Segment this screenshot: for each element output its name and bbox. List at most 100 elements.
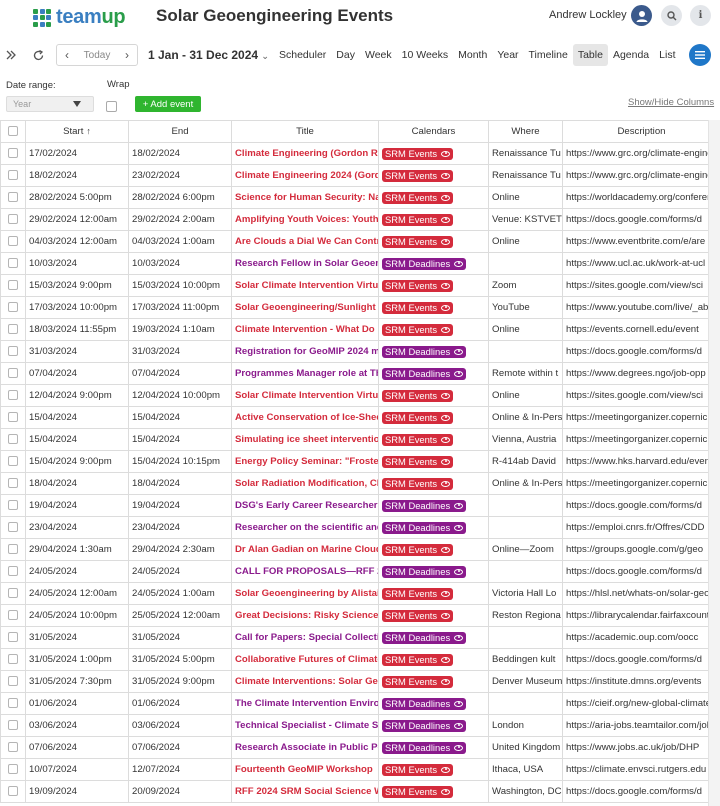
calendar-badge[interactable]: SRM Deadlines [382, 741, 467, 754]
row-checkbox[interactable] [8, 764, 18, 775]
row-checkbox[interactable] [8, 170, 18, 181]
search-icon[interactable] [661, 5, 682, 26]
column-header-title[interactable]: Title [231, 120, 379, 143]
cell-title[interactable]: Research Fellow in Solar Geoengineering [231, 252, 379, 275]
cell-title[interactable]: Active Conservation of Ice-Sheets [231, 406, 379, 429]
tab-month[interactable]: Month [458, 49, 488, 61]
table-row[interactable]: 19/04/2024 19/04/2024 DSG's Early Career R… [0, 494, 720, 517]
tab-day[interactable]: Day [336, 49, 355, 61]
cell-title[interactable]: The Climate Intervention Environment [231, 692, 379, 715]
tab-table[interactable]: Table [572, 44, 608, 66]
cell-title[interactable]: Climate Intervention - What Do [231, 318, 379, 341]
row-checkbox[interactable] [8, 610, 18, 621]
row-checkbox[interactable] [8, 302, 18, 313]
select-all-checkbox[interactable] [8, 126, 18, 137]
row-checkbox[interactable] [8, 456, 18, 467]
row-checkbox[interactable] [8, 566, 18, 577]
column-header-description[interactable]: Description [562, 120, 720, 143]
row-checkbox[interactable] [8, 786, 18, 797]
cell-title[interactable]: RFF 2024 SRM Social Science Workshop [231, 780, 379, 803]
row-checkbox[interactable] [8, 632, 18, 643]
cell-title[interactable]: Registration for GeoMIP 2024 meeting [231, 340, 379, 363]
menu-icon[interactable] [689, 44, 711, 66]
row-checkbox[interactable] [8, 522, 18, 533]
row-checkbox[interactable] [8, 324, 18, 335]
tab-10-weeks[interactable]: 10 Weeks [401, 49, 449, 61]
row-checkbox[interactable] [8, 214, 18, 225]
calendar-badge[interactable]: SRM Events [382, 455, 454, 468]
table-row[interactable]: 31/03/2024 31/03/2024 Registration for Geo… [0, 340, 720, 363]
table-row[interactable]: 18/03/2024 11:55pm 19/03/2024 1:10am Clima… [0, 318, 720, 341]
cell-title[interactable]: Solar Geoengineering by Alistair [231, 582, 379, 605]
tab-timeline[interactable]: Timeline [528, 49, 568, 61]
calendar-badge[interactable]: SRM Deadlines [382, 719, 467, 732]
tab-list[interactable]: List [659, 49, 676, 61]
table-row[interactable]: 18/02/2024 23/02/2024 Climate Engineering … [0, 164, 720, 187]
table-row[interactable]: 31/05/2024 7:30pm 31/05/2024 9:00pm Climat… [0, 670, 720, 693]
teamup-logo[interactable]: teamup [33, 6, 126, 29]
show-hide-columns-link[interactable]: Show/Hide Columns [628, 97, 715, 108]
table-row[interactable]: 24/05/2024 12:00am 24/05/2024 1:00am Solar… [0, 582, 720, 605]
cell-title[interactable]: Are Clouds a Dial We Can Control [231, 230, 379, 253]
calendar-badge[interactable]: SRM Deadlines [382, 521, 467, 534]
calendar-badge[interactable]: SRM Events [382, 411, 454, 424]
next-icon[interactable]: › [125, 48, 129, 62]
calendar-badge[interactable]: SRM Deadlines [382, 565, 467, 578]
table-row[interactable]: 28/02/2024 5:00pm 28/02/2024 6:00pm Scienc… [0, 186, 720, 209]
cell-title[interactable]: Simulating ice sheet intervention [231, 428, 379, 451]
table-row[interactable]: 29/02/2024 12:00am 29/02/2024 2:00am Ampli… [0, 208, 720, 231]
table-row[interactable]: 15/04/2024 15/04/2024 Simulating ice sheet… [0, 428, 720, 451]
tab-agenda[interactable]: Agenda [612, 49, 650, 61]
column-header-start[interactable]: Start ↑ [25, 120, 129, 143]
refresh-icon[interactable] [30, 44, 46, 66]
table-row[interactable]: 17/02/2024 18/02/2024 Climate Engineering … [0, 142, 720, 165]
calendar-badge[interactable]: SRM Events [382, 433, 454, 446]
row-checkbox[interactable] [8, 676, 18, 687]
table-row[interactable]: 18/04/2024 18/04/2024 Solar Radiation Modi… [0, 472, 720, 495]
table-row[interactable]: 19/09/2024 20/09/2024 RFF 2024 SRM Social … [0, 780, 720, 803]
row-checkbox[interactable] [8, 478, 18, 489]
calendar-badge[interactable]: SRM Events [382, 301, 454, 314]
table-row[interactable]: 15/04/2024 15/04/2024 Active Conservation … [0, 406, 720, 429]
table-row[interactable]: 29/04/2024 1:30am 29/04/2024 2:30am Dr Ala… [0, 538, 720, 561]
collapse-sidebar-icon[interactable] [4, 44, 18, 66]
table-row[interactable]: 23/04/2024 23/04/2024 Researcher on the sc… [0, 516, 720, 539]
row-checkbox[interactable] [8, 412, 18, 423]
calendar-badge[interactable]: SRM Deadlines [382, 631, 467, 644]
today-button[interactable]: Today [83, 49, 111, 61]
calendar-badge[interactable]: SRM Deadlines [382, 697, 467, 710]
wrap-checkbox[interactable] [106, 101, 117, 112]
calendar-badge[interactable]: SRM Events [382, 477, 454, 490]
cell-title[interactable]: Amplifying Youth Voices: Youth [231, 208, 379, 231]
user-avatar-icon[interactable] [631, 5, 652, 26]
calendar-badge[interactable]: SRM Events [382, 609, 454, 622]
tab-week[interactable]: Week [364, 49, 392, 61]
column-header-calendars[interactable]: Calendars [378, 120, 489, 143]
calendar-badge[interactable]: SRM Deadlines [382, 499, 467, 512]
row-checkbox[interactable] [8, 720, 18, 731]
cell-title[interactable]: Solar Geoengineering/Sunlight [231, 296, 379, 319]
calendar-badge[interactable]: SRM Events [382, 763, 454, 776]
cell-title[interactable]: Research Associate in Public Policy [231, 736, 379, 759]
cell-title[interactable]: DSG's Early Career Researchers [231, 494, 379, 517]
table-row[interactable]: 15/03/2024 9:00pm 15/03/2024 10:00pm Solar… [0, 274, 720, 297]
calendar-badge[interactable]: SRM Events [382, 169, 454, 182]
calendar-badge[interactable]: SRM Events [382, 279, 454, 292]
cell-title[interactable]: Fourteenth GeoMIP Workshop [231, 758, 379, 781]
calendar-badge[interactable]: SRM Events [382, 785, 454, 798]
calendar-badge[interactable]: SRM Events [382, 147, 454, 160]
cell-title[interactable]: Collaborative Futures of Climate [231, 648, 379, 671]
calendar-badge[interactable]: SRM Events [382, 191, 454, 204]
calendar-badge[interactable]: SRM Events [382, 323, 454, 336]
row-checkbox[interactable] [8, 500, 18, 511]
table-row[interactable]: 10/07/2024 12/07/2024 Fourteenth GeoMIP Wo… [0, 758, 720, 781]
cell-title[interactable]: Solar Climate Intervention Virtual [231, 274, 379, 297]
cell-title[interactable]: Programmes Manager role at The [231, 362, 379, 385]
calendar-badge[interactable]: SRM Deadlines [382, 257, 467, 270]
calendar-badge[interactable]: SRM Deadlines [382, 345, 467, 358]
vertical-scrollbar[interactable] [708, 120, 720, 806]
row-checkbox[interactable] [8, 654, 18, 665]
cell-title[interactable]: CALL FOR PROPOSALS—RFF 2024 [231, 560, 379, 583]
calendar-badge[interactable]: SRM Events [382, 543, 454, 556]
calendar-badge[interactable]: SRM Events [382, 389, 454, 402]
